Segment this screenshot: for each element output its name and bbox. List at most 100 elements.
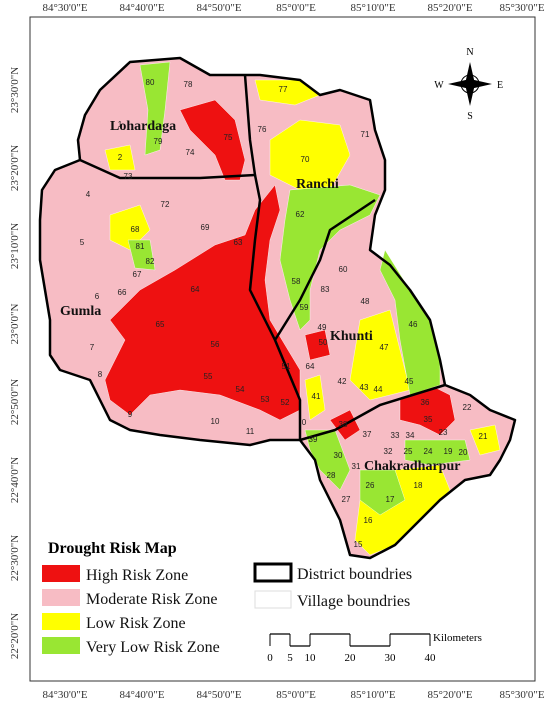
left-label: 22°50'0"N — [9, 379, 21, 425]
zone-number: 62 — [296, 210, 305, 219]
zone-number: 75 — [224, 133, 233, 142]
north-arrow: N E S W — [434, 47, 503, 122]
compass-s: S — [467, 111, 473, 122]
zone-number: 50 — [319, 338, 328, 347]
zone-number: 70 — [301, 155, 310, 164]
zone-number: 27 — [342, 495, 351, 504]
graticule-labels: 84°30'0"E 84°40'0"E 84°50'0"E 85°0'0"E 85°10… — [9, 2, 545, 701]
zone-number: 1 — [118, 120, 123, 129]
district-name: Ranchi — [296, 177, 339, 192]
left-label: 23°30'0"N — [9, 67, 21, 113]
village-swatch — [254, 590, 292, 609]
district-boundary — [79, 74, 257, 180]
zone-number: 73 — [124, 172, 133, 181]
zone-number: 83 — [321, 285, 330, 294]
zone-number: 38 — [339, 420, 348, 429]
zone-number: 42 — [338, 377, 347, 386]
legend-swatch — [42, 637, 80, 654]
zone-number: 79 — [154, 137, 163, 146]
zone-number: 74 — [186, 148, 195, 157]
zone-number: 39 — [309, 435, 318, 444]
zone-number: 31 — [352, 462, 361, 471]
zone-number: 11 — [246, 427, 255, 436]
zone-number: 21 — [479, 432, 488, 441]
zone-number: 8 — [98, 370, 103, 379]
top-label: 85°0'0"E — [276, 2, 316, 14]
high-zone — [104, 184, 301, 421]
low-zone — [104, 144, 136, 171]
zone-number: 4 — [86, 190, 91, 199]
zone-number: 48 — [361, 297, 370, 306]
zones — [39, 57, 516, 559]
zone-number: 16 — [364, 516, 373, 525]
zone-number: 69 — [201, 223, 210, 232]
legend-title: Drought Risk Map — [48, 540, 177, 557]
zone-number: 64 — [191, 285, 200, 294]
zone-number: 59 — [300, 303, 309, 312]
district-name: Gumla — [60, 304, 101, 319]
zone-number: 19 — [444, 447, 453, 456]
zone-number: 47 — [380, 343, 389, 352]
left-label: 22°40'0"N — [9, 457, 21, 503]
zone-number: 77 — [279, 85, 288, 94]
zone-number: 58 — [292, 277, 301, 286]
scale-label: 40 — [425, 652, 437, 664]
very-low-zone — [404, 439, 471, 466]
top-label: 84°30'0"E — [42, 2, 87, 14]
legend-label: Village boundries — [297, 593, 410, 610]
left-label: 23°10'0"N — [9, 223, 21, 269]
zone-number: 43 — [360, 383, 369, 392]
district-name: Chakradharpur — [364, 459, 460, 474]
zone-number: 81 — [136, 242, 145, 251]
district-boundary — [248, 174, 302, 440]
zone-number: 44 — [374, 385, 383, 394]
very-low-zone — [359, 469, 406, 516]
compass-star — [448, 62, 492, 106]
zone-number: 18 — [414, 481, 423, 490]
top-label: 84°40'0"E — [119, 2, 164, 14]
legend: Drought Risk Map High Risk Zone Moderate … — [42, 540, 412, 656]
zone-number: 68 — [131, 225, 140, 234]
top-label: 85°10'0"E — [350, 2, 395, 14]
zone-number: 60 — [339, 265, 348, 274]
zone-number: 26 — [366, 481, 375, 490]
legend-swatch — [42, 613, 80, 630]
bottom-label: 84°30'0"E — [42, 689, 87, 701]
zone-number: 35 — [424, 415, 433, 424]
district-boundary — [273, 198, 376, 341]
top-label: 85°30'0"E — [499, 2, 544, 14]
zone-number: 0 — [302, 418, 307, 427]
zone-number: 33 — [391, 431, 400, 440]
zone-number: 9 — [128, 410, 133, 419]
zone-number: 25 — [404, 447, 413, 456]
left-label: 22°20'0"N — [9, 613, 21, 659]
zone-number: 45 — [405, 377, 414, 386]
zone-number: 63 — [234, 238, 243, 247]
low-zone — [304, 374, 326, 421]
legend-label: Low Risk Zone — [86, 615, 186, 632]
zone-number: 36 — [421, 398, 430, 407]
compass-n: N — [466, 47, 473, 58]
bottom-label: 85°30'0"E — [499, 689, 544, 701]
zone-number: 78 — [184, 80, 193, 89]
zone-number: 2 — [118, 153, 123, 162]
zone-number: 53 — [261, 395, 270, 404]
zone-number: 82 — [146, 257, 155, 266]
high-zone — [179, 99, 246, 181]
zone-number: 52 — [281, 398, 290, 407]
zone-number: 7 — [90, 343, 95, 352]
legend-label: District boundries — [297, 566, 412, 583]
zone-number: 15 — [354, 540, 363, 549]
left-label: 23°0'0"N — [9, 304, 21, 345]
low-zone — [469, 424, 501, 456]
very-low-zone — [279, 184, 381, 331]
zone-number: 51 — [282, 362, 291, 371]
zone-number: 67 — [133, 270, 142, 279]
low-zone — [269, 119, 351, 191]
district-boundaries — [38, 56, 517, 560]
zone-number: 22 — [463, 403, 472, 412]
zone-number: 17 — [386, 495, 395, 504]
legend-items: High Risk Zone Moderate Risk Zone Low Risk… — [42, 565, 220, 656]
legend-label: Moderate Risk Zone — [86, 591, 218, 608]
